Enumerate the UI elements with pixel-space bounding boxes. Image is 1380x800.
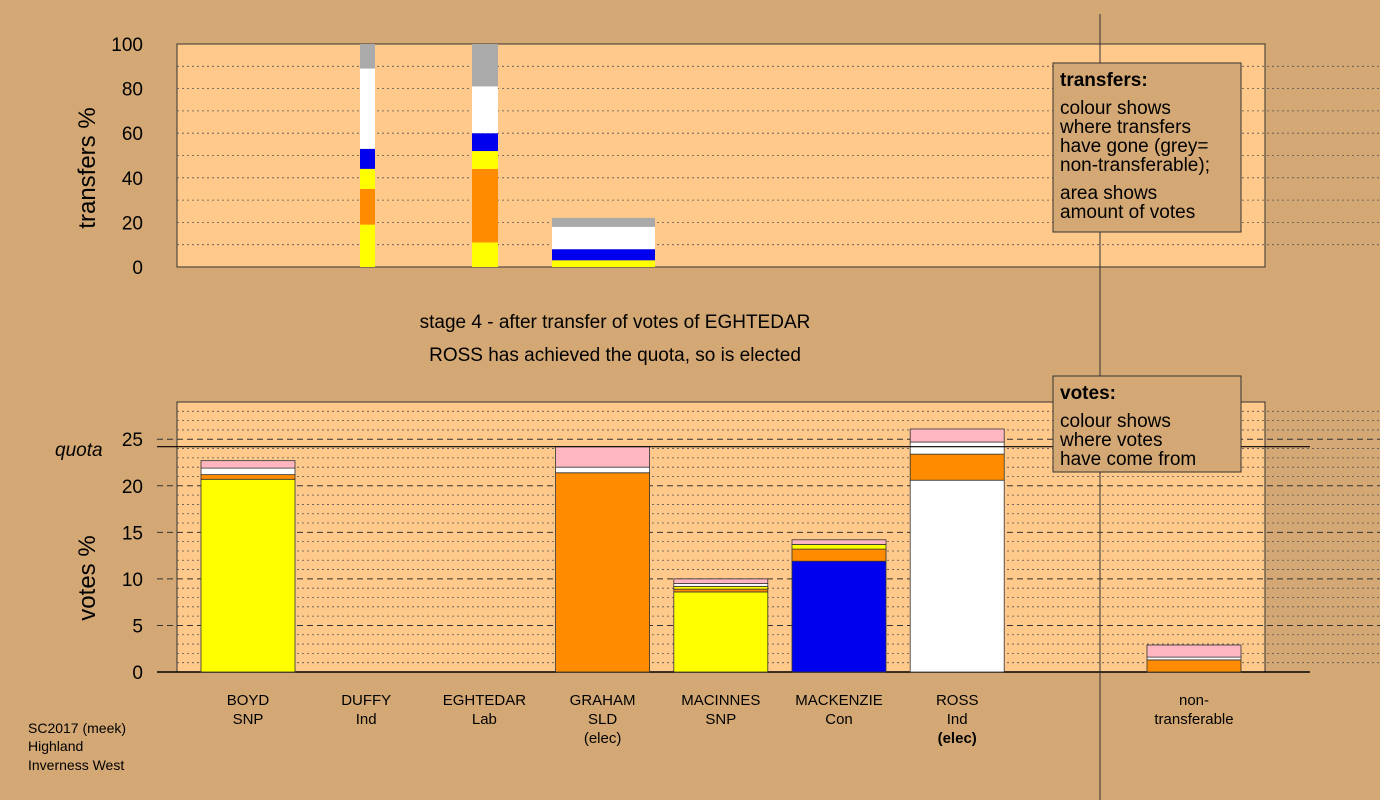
candidate-name: BOYD (227, 692, 270, 709)
nontransferable-label: non- (1179, 692, 1209, 709)
vote-segment (791, 544, 887, 550)
vote-segment (200, 478, 296, 673)
transfers-y-tick-label: 80 (122, 80, 143, 101)
transfer-segment (472, 168, 498, 243)
transfers-legend-line: non-transferable); (1060, 155, 1210, 176)
quota-label: quota (55, 440, 103, 461)
vote-segment (555, 446, 650, 468)
transfer-segment (472, 133, 498, 152)
transfers-legend-line: where transfers (1059, 117, 1191, 138)
transfers-y-tick-label: 0 (132, 258, 143, 279)
transfers-y-tick-label: 100 (111, 35, 143, 56)
votes-y-tick-label: 15 (122, 523, 143, 544)
footer-line: SC2017 (meek) (28, 720, 126, 736)
transfers-legend-line: amount of votes (1060, 202, 1195, 223)
candidate-party: Ind (947, 711, 968, 728)
candidate-party: SNP (705, 711, 736, 728)
vote-segment (673, 583, 769, 587)
votes-legend-line: have come from (1060, 449, 1196, 470)
nontransferable-label: transferable (1154, 711, 1233, 728)
votes-y-tick-label: 20 (122, 477, 143, 498)
elected-caption: ROSS has achieved the quota, so is elect… (429, 345, 801, 366)
vote-segment (673, 578, 769, 584)
transfer-segment (472, 44, 498, 87)
vote-segment (555, 472, 650, 673)
votes-legend-line: colour shows (1060, 411, 1171, 432)
vote-segment (909, 428, 1005, 443)
candidate-party: SNP (233, 711, 264, 728)
candidate-name: GRAHAM (570, 692, 636, 709)
votes-bars (200, 428, 1242, 673)
votes-gridlines (157, 410, 1380, 673)
transfers-legend-line: area shows (1060, 183, 1157, 204)
transfers-gridlines (177, 65, 1380, 246)
footer-line: Inverness West (28, 757, 124, 773)
transfer-segment (472, 86, 498, 134)
votes-y-tick-label: 25 (122, 430, 143, 451)
nontransferable-segment (1146, 644, 1242, 658)
transfer-segment (360, 168, 375, 189)
stage-caption: stage 4 - after transfer of votes of EGH… (420, 312, 811, 333)
transfer-segment (472, 151, 498, 169)
vote-segment (791, 539, 887, 545)
transfers-y-tick-label: 60 (122, 124, 143, 145)
candidate-name: MACKENZIE (795, 692, 883, 709)
transfer-segment (552, 226, 655, 250)
transfers-legend-title: transfers: (1060, 70, 1148, 91)
votes-y-tick-label: 0 (132, 663, 143, 684)
footer-info: SC2017 (meek) Highland Inverness West (28, 720, 126, 773)
candidate-labels: BOYD SNP DUFFY Ind EGHTEDAR Lab GRAHAM SLD (elec… (227, 692, 1234, 747)
transfers-y-ticks: 0 20 40 60 80 100 (111, 35, 143, 279)
transfers-bars (360, 44, 655, 267)
votes-y-ticks: 0 5 10 15 20 25 (122, 430, 143, 684)
candidate-elected-marker: (elec) (938, 730, 977, 747)
vote-segment (909, 479, 1005, 673)
votes-y-tick-label: 5 (132, 616, 143, 637)
vote-segment (200, 467, 296, 476)
transfers-legend-line: colour shows (1060, 98, 1171, 119)
vote-segment (791, 560, 887, 673)
candidate-name: MACINNES (681, 692, 760, 709)
candidate-elected-marker: (elec) (584, 730, 622, 747)
vote-segment (200, 460, 296, 469)
candidate-party: Lab (472, 711, 497, 728)
transfers-y-axis-label: transfers % (74, 107, 101, 228)
vote-segment (673, 591, 769, 673)
transfers-y-tick-label: 40 (122, 169, 143, 190)
transfer-segment (552, 217, 655, 227)
nontransferable-segment (1146, 659, 1242, 673)
votes-y-tick-label: 10 (122, 570, 143, 591)
transfer-segment (360, 44, 375, 69)
candidate-party: Con (825, 711, 853, 728)
transfer-segment (552, 260, 655, 267)
transfers-legend-line: have gone (grey= (1060, 136, 1208, 157)
transfer-segment (360, 68, 375, 149)
vote-segment (791, 548, 887, 562)
votes-legend: votes: colour shows where votes have com… (1052, 375, 1242, 473)
transfers-y-tick-label: 20 (122, 213, 143, 234)
candidate-name: EGHTEDAR (443, 692, 527, 709)
candidate-name: DUFFY (341, 692, 391, 709)
transfer-segment (552, 249, 655, 261)
vote-segment (909, 441, 1005, 455)
vote-segment (673, 585, 769, 590)
footer-line: Highland (28, 738, 83, 754)
vote-segment (673, 588, 769, 593)
candidate-party: SLD (588, 711, 617, 728)
votes-legend-line: where votes (1059, 430, 1162, 451)
transfer-segment (360, 188, 375, 225)
transfer-segment (360, 224, 375, 267)
votes-y-axis-label: votes % (74, 535, 101, 620)
vote-segment (909, 453, 1005, 481)
vote-segment (555, 466, 650, 474)
votes-legend-title: votes: (1060, 383, 1116, 404)
vote-segment (200, 474, 296, 480)
candidate-party: Ind (356, 711, 377, 728)
candidate-name: ROSS (936, 692, 979, 709)
transfer-segment (472, 242, 498, 267)
transfer-segment (360, 148, 375, 169)
transfers-legend: transfers: colour shows where transfers … (1052, 62, 1242, 233)
nontransferable-segment (1146, 656, 1242, 661)
